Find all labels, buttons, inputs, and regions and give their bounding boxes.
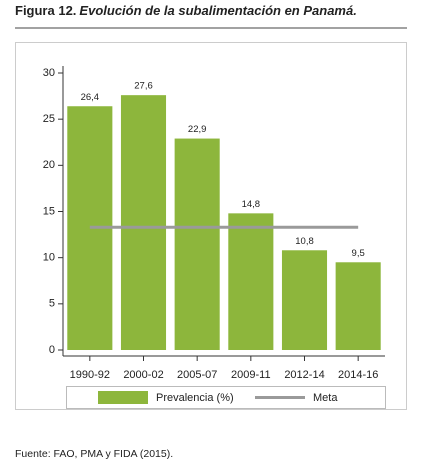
- y-tick-label: 30: [43, 67, 55, 79]
- y-tick-label: 0: [49, 344, 55, 356]
- y-tick-label: 20: [43, 159, 55, 171]
- legend-label: Prevalencia (%): [156, 392, 234, 404]
- y-tick-label: 25: [43, 113, 55, 125]
- bar: [335, 262, 381, 350]
- x-tick-label: 2014-16: [338, 369, 378, 381]
- chart-title: Evolución de la subalimentación en Panam…: [79, 3, 356, 18]
- y-tick-label: 10: [43, 252, 55, 264]
- data-label: 27,6: [134, 81, 153, 92]
- x-tick-label: 2005-07: [177, 369, 217, 381]
- x-tick-label: 1990-92: [70, 369, 110, 381]
- source-note: Fuente: FAO, PMA y FIDA (2015).: [15, 448, 173, 460]
- bar: [281, 250, 328, 350]
- legend-frame: [66, 386, 386, 409]
- data-label: 26,4: [81, 92, 100, 103]
- y-tick-label: 5: [49, 298, 55, 310]
- data-label: 10,8: [295, 236, 314, 247]
- x-tick-label: 2009-11: [231, 369, 271, 381]
- bar: [120, 95, 167, 350]
- bar: [228, 213, 274, 350]
- data-label: 14,8: [242, 199, 261, 210]
- bar: [174, 138, 220, 350]
- legend-label: Meta: [313, 392, 338, 404]
- data-label: 22,9: [188, 124, 207, 135]
- legend-swatch: [98, 391, 148, 404]
- figure-label-text: Figura 12.: [15, 3, 76, 18]
- chart-frame: [15, 42, 407, 410]
- data-label: 9,5: [352, 248, 365, 259]
- y-tick-label: 15: [43, 205, 55, 217]
- x-tick-label: 2000-02: [123, 369, 163, 381]
- figure-label: Figura 12. Evolución de la subalimentació…: [15, 3, 357, 18]
- x-tick-label: 2012-14: [284, 369, 324, 381]
